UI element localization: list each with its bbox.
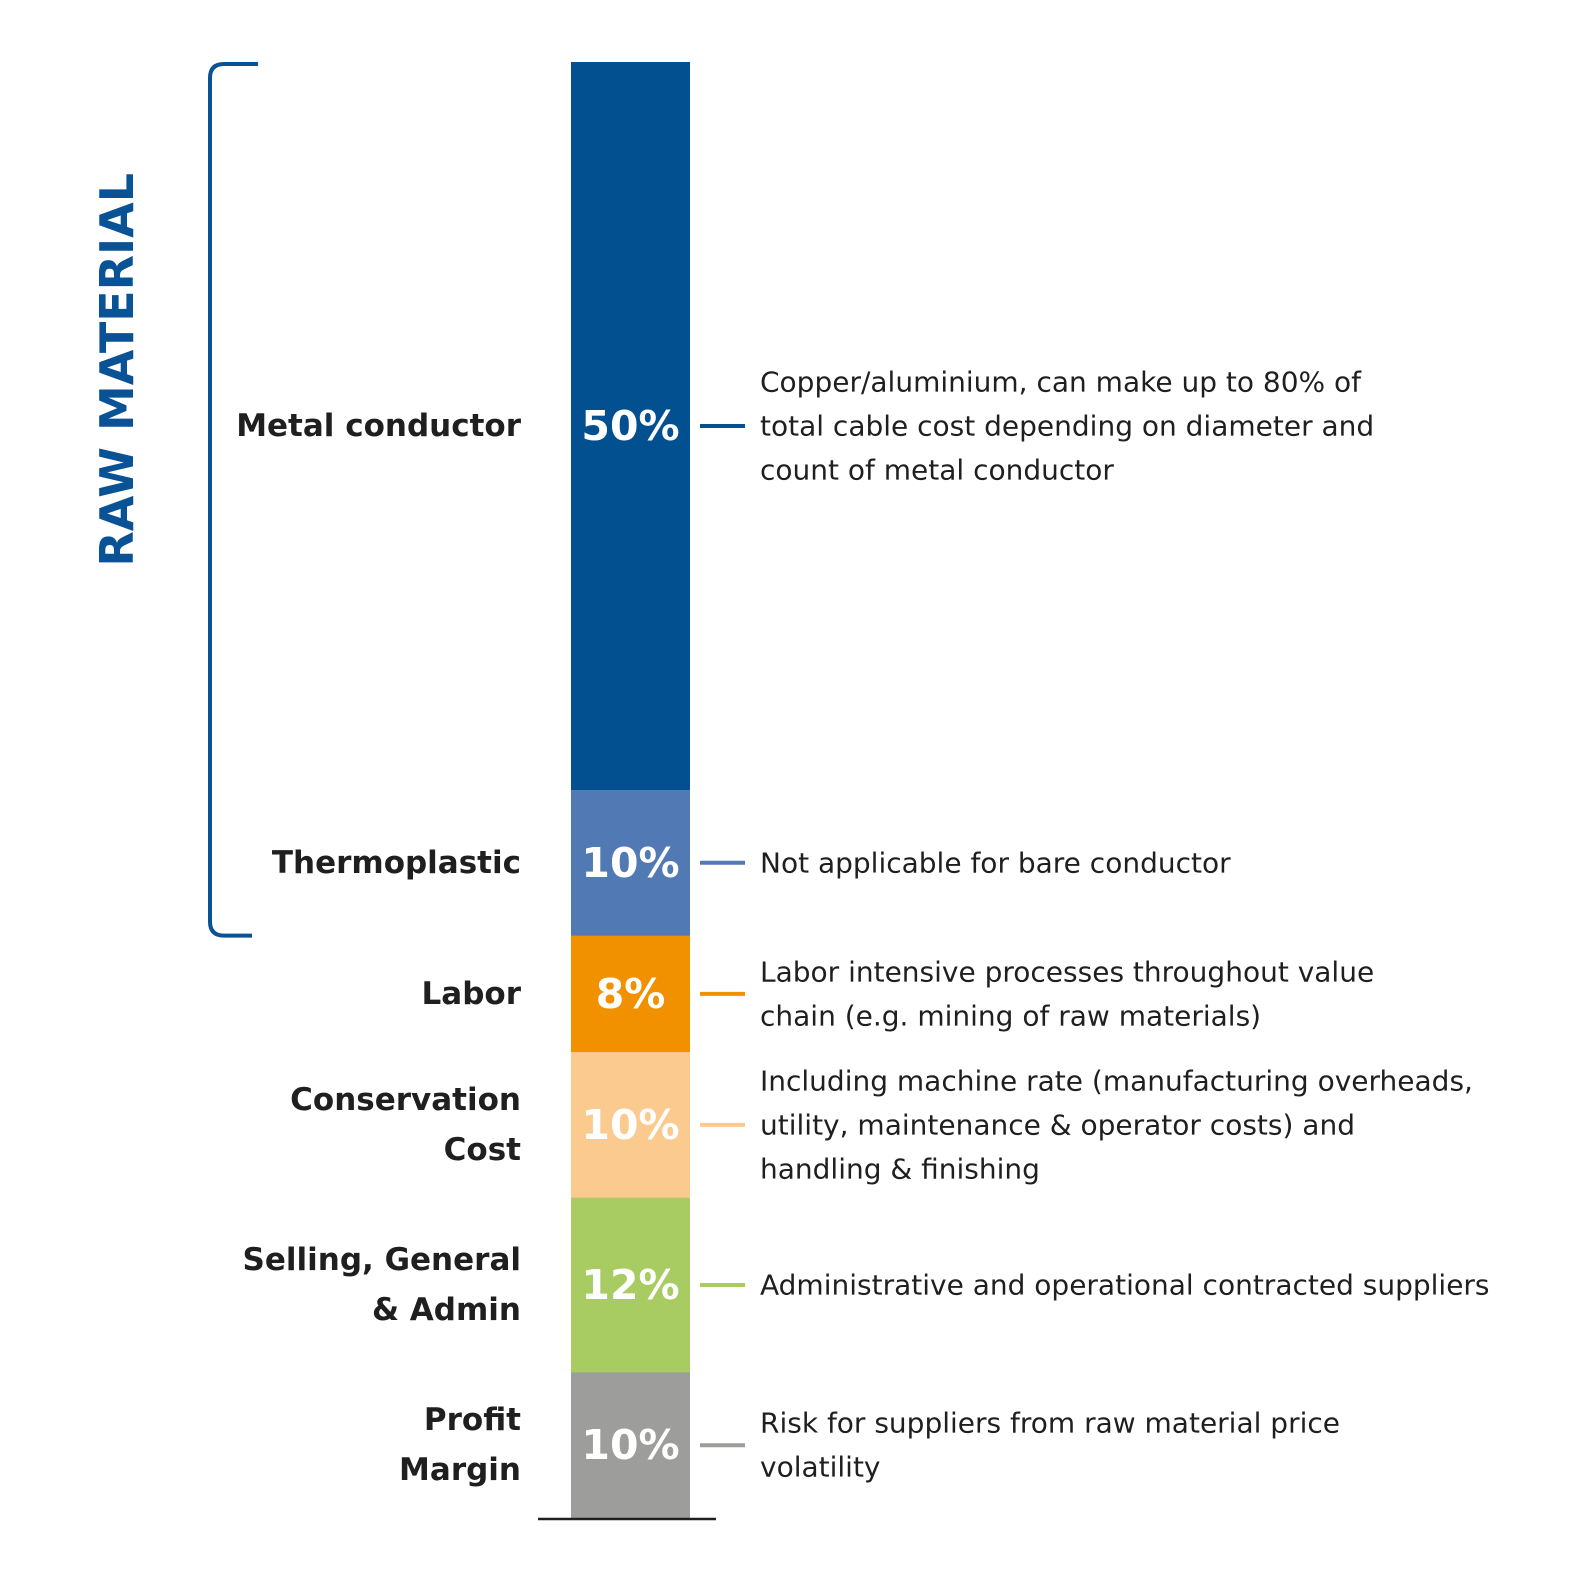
- category-label-selling-general-admin-line-2: & Admin: [372, 1292, 521, 1328]
- raw-material-bracket: [208, 62, 258, 938]
- value-label-metal-conductor: 50%: [581, 402, 679, 450]
- description-labor-line-1: Labor intensive processes throughout val…: [760, 955, 1374, 988]
- category-label-profit-margin-line-2: Margin: [399, 1452, 521, 1488]
- description-profit-margin-line-1: Risk for suppliers from raw material pri…: [760, 1407, 1340, 1440]
- description-conservation-cost-line-2: utility, maintenance & operator costs) a…: [760, 1108, 1355, 1141]
- value-label-selling-general-admin: 12%: [581, 1261, 679, 1309]
- category-label-conservation-cost-line-2: Cost: [444, 1132, 521, 1168]
- value-label-profit-margin: 10%: [581, 1421, 679, 1469]
- description-labor-line-2: chain (e.g. mining of raw materials): [760, 999, 1261, 1032]
- category-label-selling-general-admin-line-1: Selling, General: [243, 1242, 521, 1278]
- segment-labels: 50% Metal conductor 10% Thermoplastic 8% Labo…: [236, 402, 679, 1488]
- segment-descriptions: Copper/aluminium, can make up to 80% of t…: [700, 366, 1490, 1484]
- description-metal-conductor-line-3: count of metal conductor: [760, 454, 1114, 487]
- description-metal-conductor-line-2: total cable cost depending on diameter a…: [760, 410, 1374, 443]
- category-label-labor: Labor: [422, 976, 522, 1012]
- value-label-conservation-cost: 10%: [581, 1101, 679, 1149]
- category-label-conservation-cost-line-1: Conservation: [290, 1082, 521, 1118]
- raw-material-bracket-group: RAW MATERIAL: [90, 62, 258, 938]
- description-conservation-cost-line-1: Including machine rate (manufacturing ov…: [760, 1064, 1473, 1097]
- category-label-thermoplastic: Thermoplastic: [272, 845, 521, 881]
- bar-segment-labor: [571, 935, 690, 1053]
- description-selling-general-admin-line-1: Administrative and operational contracte…: [760, 1269, 1490, 1302]
- description-conservation-cost-line-3: handling & finishing: [760, 1152, 1040, 1185]
- value-label-labor: 8%: [596, 970, 666, 1018]
- group-label-raw-material: RAW MATERIAL: [90, 173, 144, 567]
- description-thermoplastic-line-1: Not applicable for bare conductor: [760, 846, 1231, 879]
- category-label-profit-margin-line-1: Profit: [424, 1402, 521, 1438]
- bar-segment-conservation-cost: [571, 1052, 690, 1199]
- category-label-metal-conductor: Metal conductor: [236, 408, 522, 444]
- bar-segment-selling-general-admin: [571, 1197, 690, 1373]
- bar-segment-profit-margin: [571, 1372, 690, 1519]
- bar-segment-thermoplastic: [571, 790, 690, 937]
- bar-segment-metal-conductor: [571, 62, 690, 791]
- description-metal-conductor-line-1: Copper/aluminium, can make up to 80% of: [760, 366, 1362, 399]
- description-profit-margin-line-2: volatility: [760, 1451, 881, 1484]
- stacked-bar: [538, 62, 716, 1521]
- value-label-thermoplastic: 10%: [581, 839, 679, 887]
